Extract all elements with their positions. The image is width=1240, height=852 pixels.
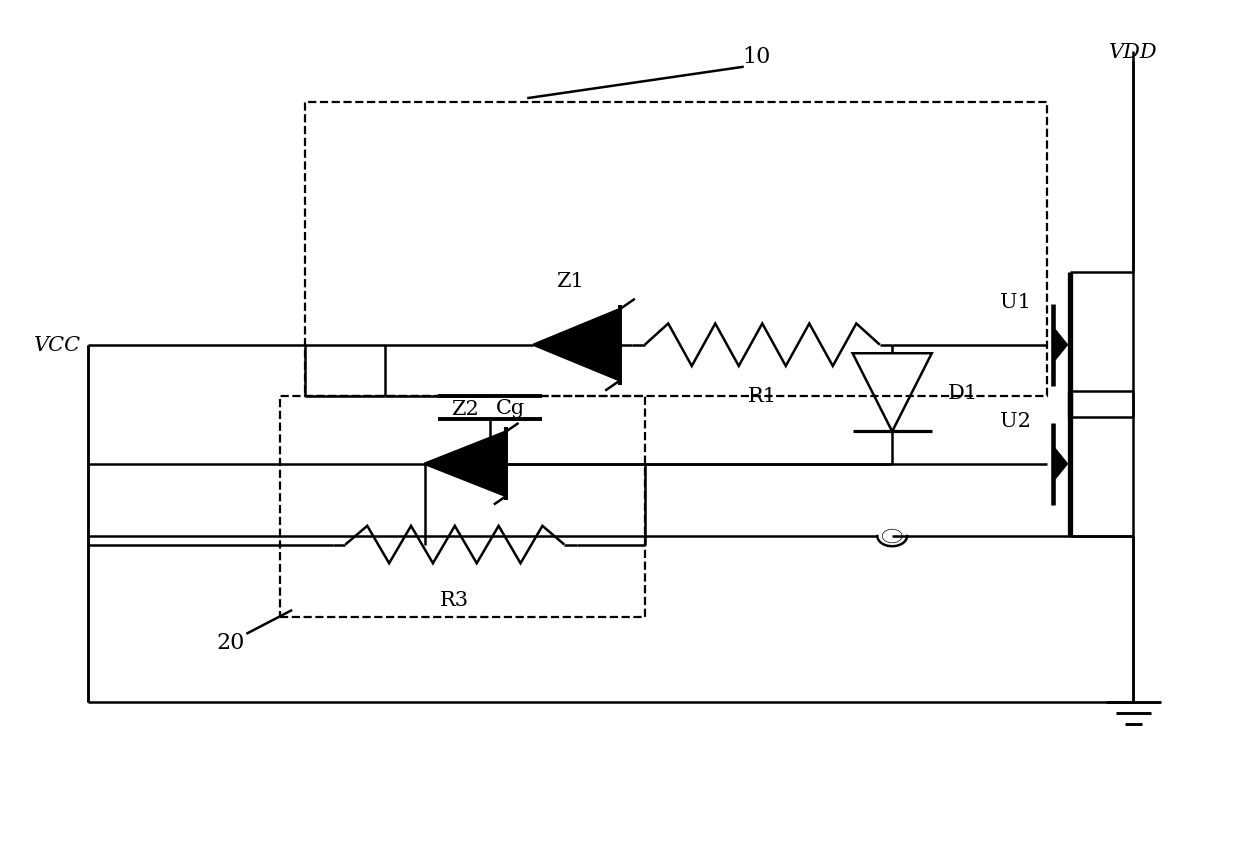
Polygon shape <box>1055 330 1068 360</box>
Text: D1: D1 <box>947 383 978 402</box>
Text: 10: 10 <box>742 46 770 67</box>
Text: U2: U2 <box>1001 412 1032 430</box>
Text: VCC: VCC <box>33 336 81 354</box>
Polygon shape <box>1055 449 1068 480</box>
Text: Cg: Cg <box>496 398 526 417</box>
Polygon shape <box>883 530 901 544</box>
Polygon shape <box>424 432 506 497</box>
Text: VDD: VDD <box>1109 43 1158 62</box>
Bar <box>280 396 645 617</box>
Text: R3: R3 <box>440 590 470 609</box>
Text: Z2: Z2 <box>451 400 479 418</box>
Text: 20: 20 <box>216 631 244 653</box>
Text: R1: R1 <box>748 387 776 406</box>
Polygon shape <box>533 309 620 381</box>
Text: Z1: Z1 <box>557 272 584 291</box>
Text: U1: U1 <box>1001 292 1032 311</box>
Bar <box>305 103 1047 396</box>
